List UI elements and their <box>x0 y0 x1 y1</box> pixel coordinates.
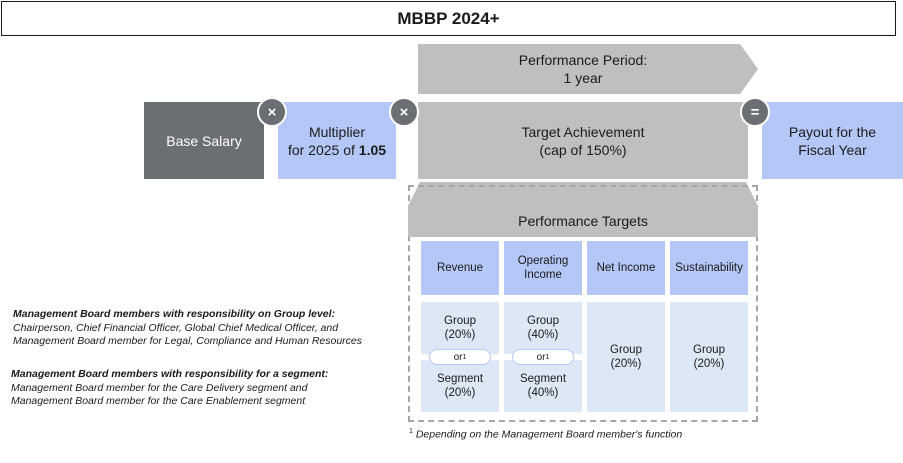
target-achievement-line2: (cap of 150%) <box>539 141 627 158</box>
payout-line1: Payout for the <box>788 123 877 140</box>
column-label: Revenue <box>436 262 484 274</box>
group-level-line: Management Board member for Legal, Compl… <box>13 335 363 347</box>
cell-value: (40%) <box>527 329 559 341</box>
target-achievement-box: Target Achievement (cap of 150%) <box>418 102 748 179</box>
payout-box: Payout for the Fiscal Year <box>762 102 903 179</box>
multiplier-value: 1.05 <box>358 141 387 158</box>
footnote: 1 Depending on the Management Board memb… <box>409 428 683 441</box>
performance-period-line2: 1 year <box>563 70 603 86</box>
or-badge: or 1 <box>429 349 491 365</box>
cell-text: Segment <box>436 373 484 385</box>
column-net-income: Net Income <box>587 241 665 295</box>
multiplier-line1: Multiplier <box>308 123 365 140</box>
performance-period-line1: Performance Period: <box>518 52 648 68</box>
column-sustainability: Sustainability <box>670 241 748 295</box>
column-operating-income: Operating Income <box>504 241 582 295</box>
performance-period-arrow <box>418 44 758 94</box>
cell-text: Group <box>527 315 559 327</box>
segment-heading: Management Board members with responsibi… <box>11 368 329 380</box>
payout-line2: Fiscal Year <box>798 141 867 158</box>
segment-note: Management Board members with responsibi… <box>11 368 328 409</box>
multiply-icon: × <box>257 97 287 127</box>
cell-value: (20%) <box>444 329 476 341</box>
base-salary-label: Base Salary <box>166 132 242 149</box>
cell-text: Segment <box>519 373 567 385</box>
targets-connector <box>408 182 758 206</box>
column-revenue: Revenue <box>421 241 499 295</box>
equals-icon: = <box>740 97 770 127</box>
group-level-heading: Management Board members with responsibi… <box>13 308 336 320</box>
segment-line: Management Board member for the Care Del… <box>11 381 308 394</box>
performance-targets-header: Performance Targets <box>408 205 758 237</box>
cell-value: (40%) <box>527 387 559 399</box>
performance-period-label: Performance Period: 1 year <box>418 44 748 94</box>
base-salary-box: Base Salary <box>144 102 264 179</box>
multiplier-box: Multiplier for 2025 of 1.05 <box>278 102 396 179</box>
column-label: Sustainability <box>675 262 743 274</box>
sustainability-group-cell: Group (20%) <box>670 302 748 412</box>
column-label: Operating <box>517 255 569 267</box>
or-badge: or 1 <box>512 349 574 365</box>
group-level-line: Chairperson, Chief Financial Officer, Gl… <box>13 321 339 334</box>
performance-targets-frame <box>408 185 758 422</box>
column-label: Net Income <box>596 262 656 274</box>
multiplier-line2: for 2025 of 1.05 <box>287 141 387 158</box>
multiply-icon: × <box>389 97 419 127</box>
cell-value: (20%) <box>610 358 642 370</box>
revenue-group-cell: Group (20%) <box>421 302 499 354</box>
column-label: Income <box>524 269 562 281</box>
diagram-title: MBBP 2024+ <box>1 1 896 36</box>
cell-text: Group <box>610 344 642 356</box>
cell-text: Group <box>444 315 476 327</box>
cell-text: Group <box>693 344 725 356</box>
cell-value: (20%) <box>444 387 476 399</box>
segment-line: Management Board member for the Care Ena… <box>11 395 306 407</box>
cell-value: (20%) <box>693 358 725 370</box>
group-level-note: Management Board members with responsibi… <box>13 308 362 349</box>
target-achievement-line1: Target Achievement <box>521 123 645 140</box>
revenue-segment-cell: Segment (20%) <box>421 360 499 412</box>
operating-income-group-cell: Group (40%) <box>504 302 582 354</box>
operating-income-segment-cell: Segment (40%) <box>504 360 582 412</box>
net-income-group-cell: Group (20%) <box>587 302 665 412</box>
